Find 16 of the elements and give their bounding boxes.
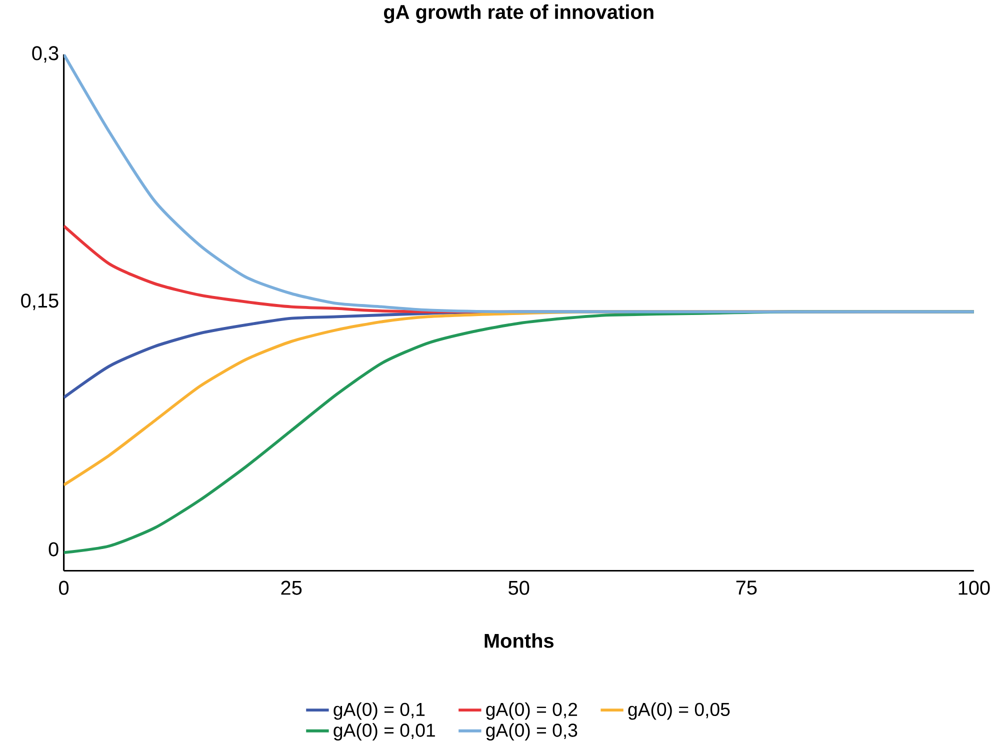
- chart-title: gA growth rate of innovation: [384, 4, 654, 24]
- y-tick-label: 0,15: [21, 294, 58, 310]
- x-axis-title: Months: [484, 633, 554, 648]
- y-tick-label: 0: [48, 542, 58, 556]
- x-tick-label: 100: [958, 580, 990, 595]
- legend-label: gA(0) = 0,3: [486, 723, 578, 740]
- y-tick-label: 0,3: [32, 46, 58, 63]
- x-tick-label: 50: [508, 580, 530, 595]
- x-tick-label: 75: [736, 580, 757, 595]
- legend-label: gA(0) = 0,01: [334, 723, 435, 740]
- legend-label: gA(0) = 0,05: [628, 702, 730, 720]
- line-series: [64, 54, 974, 314]
- legend-label: gA(0) = 0,2: [486, 702, 578, 720]
- x-tick-label: 25: [281, 580, 302, 595]
- legend-label: gA(0) = 0,1: [334, 702, 425, 720]
- x-tick-label: 0: [59, 580, 69, 595]
